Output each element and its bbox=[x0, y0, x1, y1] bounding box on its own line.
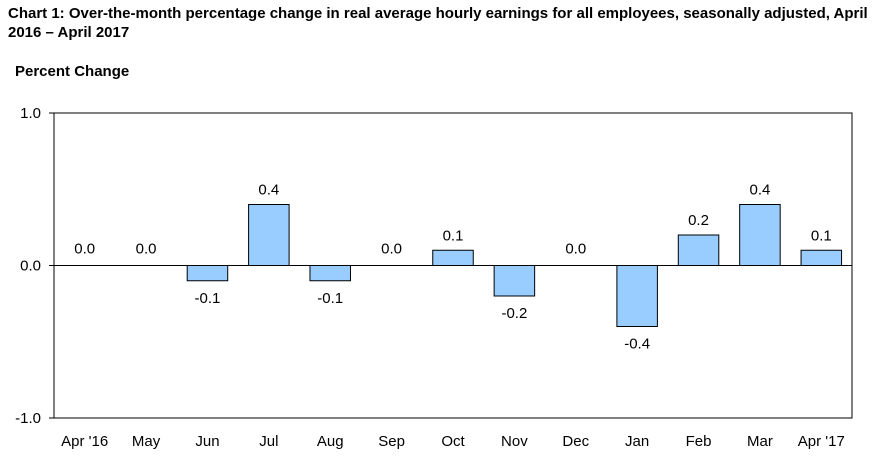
y-tick-label: 0.0 bbox=[20, 258, 41, 275]
x-tick-label: Mar bbox=[747, 433, 773, 450]
bar-value-label: 0.4 bbox=[749, 182, 770, 199]
bar-value-label: 0.1 bbox=[443, 227, 464, 244]
bar bbox=[493, 265, 536, 297]
y-tick-label: -1.0 bbox=[15, 410, 41, 427]
x-tick-label: Aug bbox=[317, 433, 344, 450]
y-axis-title: Percent Change bbox=[15, 63, 130, 80]
x-tick-label: Nov bbox=[501, 433, 528, 450]
x-tick-label: May bbox=[132, 433, 161, 450]
bar-value-label: -0.1 bbox=[317, 290, 343, 307]
bar-value-label: 0.0 bbox=[381, 241, 402, 258]
bar bbox=[186, 265, 229, 282]
bar bbox=[309, 265, 351, 282]
chart-title: Chart 1: Over-the-month percentage chang… bbox=[8, 5, 868, 41]
bar bbox=[800, 249, 843, 266]
x-tick-label: Jul bbox=[259, 433, 278, 450]
x-tick-label: Feb bbox=[686, 433, 712, 450]
x-tick-label: Jun bbox=[195, 433, 219, 450]
bar-value-label: -0.1 bbox=[195, 290, 221, 307]
bar bbox=[248, 204, 290, 266]
x-tick-label: Apr '16 bbox=[61, 433, 108, 450]
x-tick-label: Dec bbox=[562, 433, 589, 450]
y-tick-label: 1.0 bbox=[20, 105, 41, 122]
bar bbox=[432, 249, 474, 266]
bar-value-label: -0.4 bbox=[624, 336, 650, 353]
bar-value-label: 0.0 bbox=[136, 241, 157, 258]
bar bbox=[739, 204, 781, 266]
bar-value-label: 0.0 bbox=[565, 241, 586, 258]
x-tick-label: Jan bbox=[625, 433, 649, 450]
bar-value-label: 0.0 bbox=[74, 241, 95, 258]
x-tick-label: Oct bbox=[441, 433, 465, 450]
bar-value-label: 0.2 bbox=[688, 212, 709, 229]
bar-value-label: 0.1 bbox=[811, 227, 832, 244]
x-tick-label: Sep bbox=[378, 433, 405, 450]
x-tick-label: Apr '17 bbox=[798, 433, 845, 450]
bar-value-label: 0.4 bbox=[258, 182, 279, 199]
bar-value-label: -0.2 bbox=[501, 305, 527, 322]
bar bbox=[616, 265, 658, 327]
bar bbox=[677, 234, 720, 266]
